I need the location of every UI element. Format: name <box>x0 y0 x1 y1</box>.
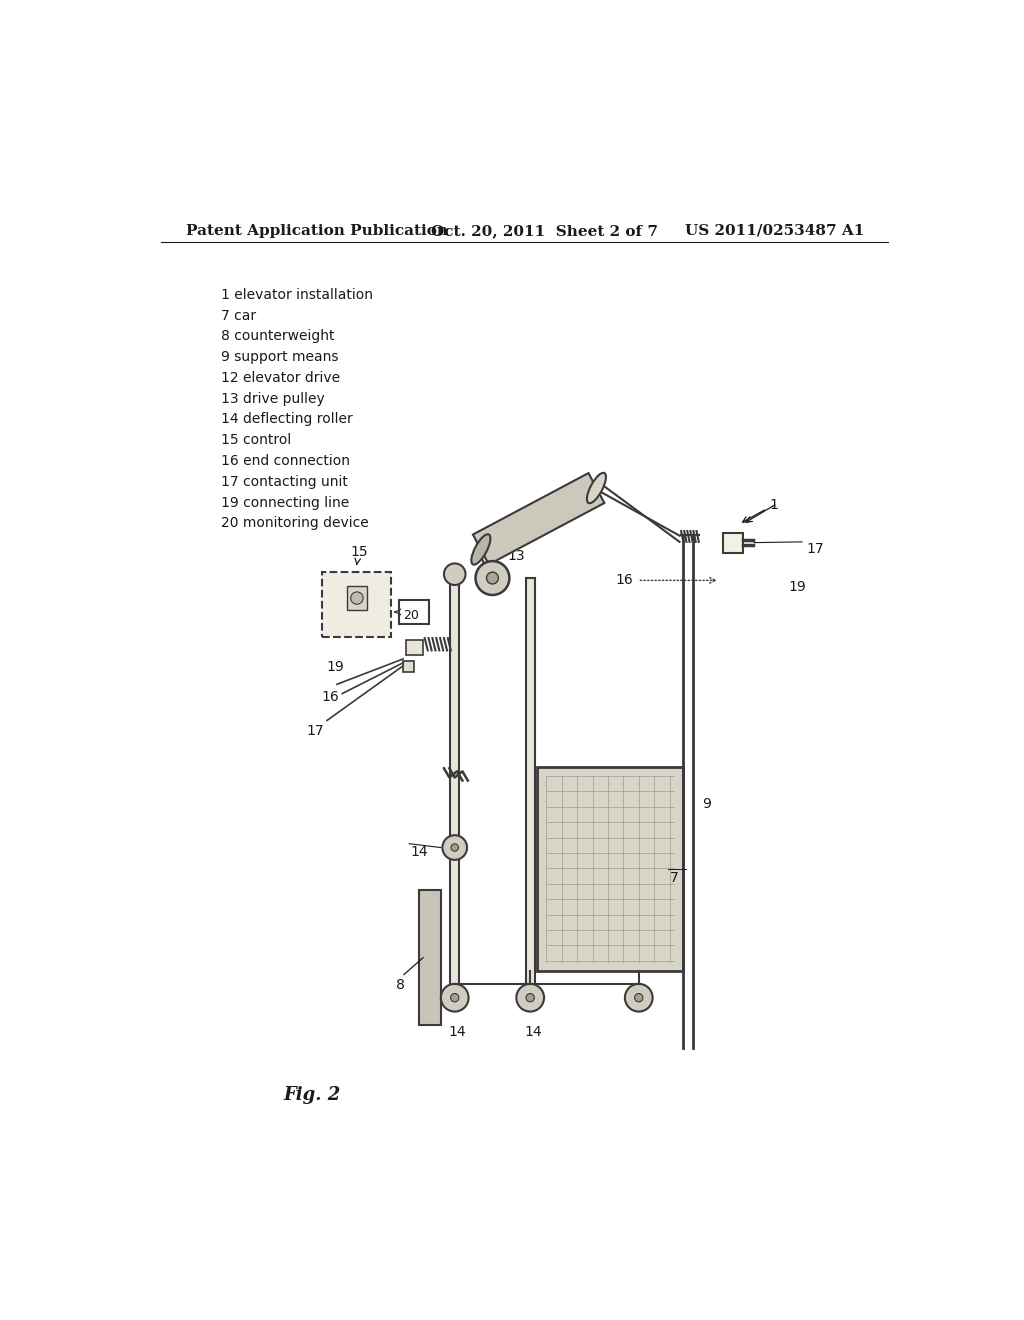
Bar <box>403 661 414 672</box>
Circle shape <box>526 994 535 1002</box>
Bar <box>724 533 743 553</box>
Ellipse shape <box>471 535 490 565</box>
Polygon shape <box>473 473 604 565</box>
Text: 19: 19 <box>327 660 345 675</box>
Bar <box>419 890 441 1024</box>
Circle shape <box>475 561 509 595</box>
Text: 12: 12 <box>558 490 575 503</box>
Text: 14: 14 <box>524 1024 542 1039</box>
Text: 16: 16 <box>322 689 339 704</box>
Bar <box>398 599 429 624</box>
Circle shape <box>351 591 364 605</box>
Circle shape <box>451 994 459 1002</box>
Text: 9 support means: 9 support means <box>221 350 339 364</box>
Text: 7: 7 <box>670 871 678 884</box>
Text: 1 elevator installation: 1 elevator installation <box>221 288 374 302</box>
Text: 16: 16 <box>615 573 634 586</box>
Text: 19: 19 <box>788 581 807 594</box>
Text: 1: 1 <box>742 498 778 523</box>
Text: 15: 15 <box>350 545 368 565</box>
Text: 9: 9 <box>701 797 711 812</box>
Circle shape <box>442 836 467 859</box>
Circle shape <box>635 994 643 1002</box>
Polygon shape <box>451 578 460 994</box>
Text: 16 end connection: 16 end connection <box>221 454 350 469</box>
Ellipse shape <box>587 473 606 503</box>
Bar <box>322 572 391 638</box>
Text: 17 contacting unit: 17 contacting unit <box>221 475 348 488</box>
Text: 19 connecting line: 19 connecting line <box>221 496 349 510</box>
Bar <box>347 586 367 610</box>
Text: Patent Application Publication: Patent Application Publication <box>186 224 449 238</box>
Text: 13: 13 <box>508 549 525 562</box>
Text: Fig. 2: Fig. 2 <box>283 1086 340 1105</box>
Text: 14 deflecting roller: 14 deflecting roller <box>221 412 353 426</box>
Text: 15 control: 15 control <box>221 433 292 447</box>
Bar <box>538 767 683 970</box>
Text: US 2011/0253487 A1: US 2011/0253487 A1 <box>685 224 864 238</box>
Circle shape <box>486 572 499 583</box>
Text: 20 monitoring device: 20 monitoring device <box>221 516 370 531</box>
Circle shape <box>625 983 652 1011</box>
Text: 17: 17 <box>306 725 324 738</box>
Circle shape <box>516 983 544 1011</box>
Text: 20: 20 <box>403 609 419 622</box>
Text: 14: 14 <box>410 845 428 859</box>
Polygon shape <box>525 578 535 994</box>
Text: 8 counterweight: 8 counterweight <box>221 330 335 343</box>
Circle shape <box>451 843 459 851</box>
Text: 13 drive pulley: 13 drive pulley <box>221 392 326 405</box>
Text: Oct. 20, 2011  Sheet 2 of 7: Oct. 20, 2011 Sheet 2 of 7 <box>431 224 657 238</box>
Text: 12 elevator drive: 12 elevator drive <box>221 371 341 385</box>
Text: 8: 8 <box>396 978 406 993</box>
Text: 7 car: 7 car <box>221 309 257 322</box>
Circle shape <box>441 983 469 1011</box>
Bar <box>407 640 423 655</box>
Circle shape <box>444 564 466 585</box>
Text: 14: 14 <box>449 1024 466 1039</box>
Text: 17: 17 <box>807 543 824 556</box>
